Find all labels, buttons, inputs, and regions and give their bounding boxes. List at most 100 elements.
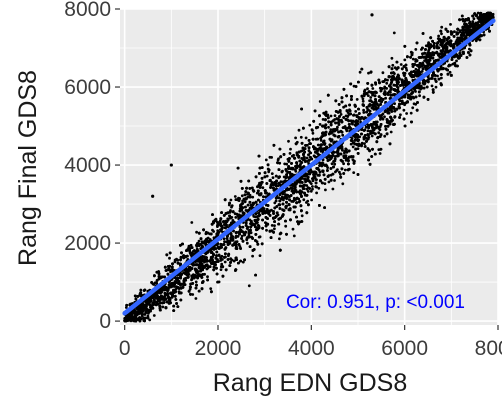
data-point	[277, 157, 280, 161]
data-point	[251, 254, 255, 258]
data-point	[317, 186, 321, 190]
data-point	[412, 102, 416, 106]
data-point	[233, 195, 237, 198]
data-point	[188, 285, 192, 289]
data-point	[349, 142, 353, 146]
data-point	[405, 112, 408, 115]
data-point	[329, 114, 333, 118]
data-point	[471, 20, 475, 23]
data-point	[360, 141, 364, 145]
data-point	[414, 67, 418, 71]
data-point	[371, 87, 375, 90]
data-point	[333, 179, 336, 182]
data-point	[287, 167, 291, 171]
data-point	[358, 70, 362, 74]
data-point	[319, 139, 323, 142]
data-point	[282, 175, 286, 179]
data-point	[190, 221, 194, 224]
data-point	[381, 112, 385, 116]
data-point	[383, 115, 386, 119]
data-point	[351, 145, 355, 149]
data-point	[270, 224, 274, 227]
data-point	[284, 168, 288, 172]
data-point	[240, 194, 244, 198]
data-point	[311, 187, 314, 191]
data-point	[341, 182, 345, 186]
data-point	[294, 136, 297, 140]
data-point	[271, 176, 275, 180]
data-point	[448, 70, 452, 74]
data-point	[310, 198, 313, 202]
data-point	[366, 94, 370, 97]
data-point	[386, 78, 389, 82]
data-point	[290, 154, 294, 158]
data-point	[205, 267, 209, 271]
data-point	[403, 74, 406, 78]
data-point	[152, 314, 156, 317]
data-point	[214, 263, 218, 267]
data-point	[309, 189, 313, 193]
data-point	[287, 139, 290, 143]
data-point	[344, 158, 348, 162]
data-point	[306, 199, 310, 203]
data-point	[364, 125, 368, 129]
data-point	[223, 260, 227, 264]
data-point	[230, 204, 234, 208]
data-point	[342, 105, 345, 109]
data-point	[279, 180, 283, 184]
data-point	[152, 298, 156, 302]
data-point	[370, 134, 374, 138]
data-point	[437, 34, 440, 38]
data-point	[234, 216, 238, 219]
data-point	[352, 171, 356, 175]
data-point	[169, 270, 172, 274]
data-point	[321, 169, 324, 173]
data-point	[243, 200, 247, 204]
data-point	[285, 162, 289, 166]
data-point	[252, 215, 256, 218]
data-point	[299, 135, 303, 139]
data-point	[309, 182, 313, 186]
data-point	[270, 156, 273, 159]
data-point	[432, 46, 436, 50]
data-point	[326, 166, 329, 170]
data-point	[361, 116, 364, 119]
data-point	[385, 81, 389, 85]
data-point	[414, 90, 417, 93]
data-point	[206, 275, 209, 279]
data-point	[240, 234, 244, 238]
data-point	[223, 240, 226, 244]
data-point	[449, 23, 452, 26]
data-point	[333, 114, 337, 117]
data-point	[305, 184, 309, 187]
data-point	[274, 196, 278, 200]
data-point	[306, 190, 310, 193]
data-point	[343, 168, 347, 172]
data-point	[265, 174, 269, 178]
data-point	[411, 106, 415, 110]
data-point	[414, 48, 418, 51]
data-point	[339, 172, 342, 176]
data-point	[411, 57, 415, 61]
data-point	[362, 111, 366, 114]
data-point	[284, 224, 288, 228]
data-point	[334, 170, 337, 174]
data-point	[476, 11, 480, 15]
data-point	[383, 87, 386, 90]
data-point	[168, 256, 171, 260]
data-point	[211, 228, 214, 232]
data-point	[391, 118, 394, 122]
data-point	[392, 31, 396, 35]
data-point	[339, 113, 343, 116]
data-point	[338, 170, 341, 174]
data-point	[342, 162, 345, 166]
data-point	[124, 306, 128, 309]
data-point	[139, 288, 143, 292]
data-point	[264, 158, 268, 162]
data-point	[399, 63, 403, 66]
data-point	[354, 110, 358, 113]
data-point	[278, 161, 282, 165]
data-point	[341, 133, 345, 137]
data-point	[361, 97, 365, 101]
